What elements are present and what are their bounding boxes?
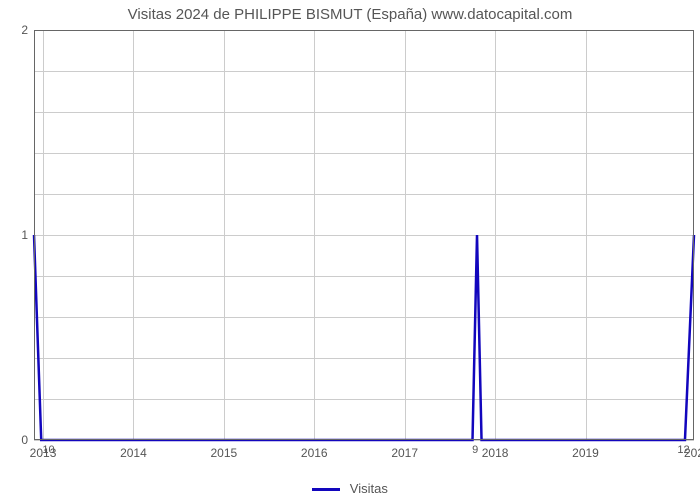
legend-label: Visitas [350, 481, 388, 496]
x-tick-label: 2016 [301, 440, 328, 460]
x-tick-label: 2017 [391, 440, 418, 460]
y-tick-label: 2 [21, 23, 34, 37]
x-tick-label: 2018 [482, 440, 509, 460]
data-point-label: 9 [472, 444, 478, 456]
chart-title: Visitas 2024 de PHILIPPE BISMUT (España)… [0, 6, 700, 23]
x-tick-label: 2014 [120, 440, 147, 460]
line-series [34, 30, 694, 440]
x-tick-label: 2019 [572, 440, 599, 460]
plot-area: 012 2013201420152016201720182019202 1091… [34, 30, 694, 440]
legend: Visitas [0, 481, 700, 496]
x-tick-label: 2015 [211, 440, 238, 460]
data-point-label: 12 [677, 444, 689, 456]
chart-container: Visitas 2024 de PHILIPPE BISMUT (España)… [0, 0, 700, 500]
y-tick-label: 1 [21, 228, 34, 242]
legend-swatch [312, 488, 340, 491]
data-point-label: 10 [42, 444, 54, 456]
